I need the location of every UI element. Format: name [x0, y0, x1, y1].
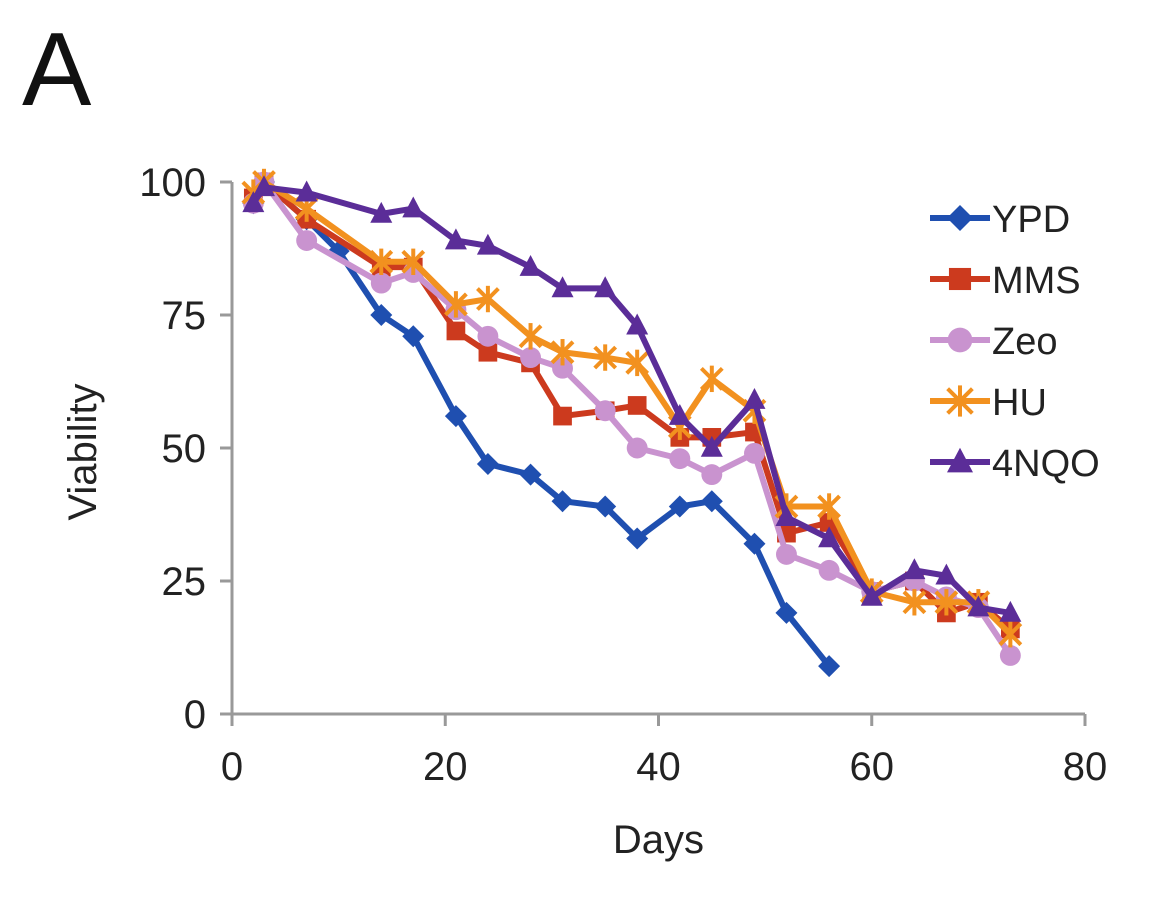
data-point-hu: [444, 291, 468, 318]
data-point-hu: [476, 285, 500, 313]
y-tick-label: 0: [184, 693, 206, 737]
legend-label: MMS: [992, 260, 1081, 302]
legend-label: HU: [992, 382, 1047, 424]
data-point-hu: [593, 344, 618, 371]
data-point-hu: [401, 248, 426, 275]
data-point-zeo: [594, 400, 616, 422]
data-point-ypd: [743, 532, 766, 555]
data-point-ypd: [700, 490, 723, 513]
data-point-4nqo: [551, 276, 574, 298]
data-point-mms: [446, 321, 466, 341]
data-point-4nqo: [295, 180, 318, 202]
data-point-4nqo: [700, 435, 723, 457]
data-point-mms: [627, 396, 647, 415]
data-point-4nqo: [668, 403, 691, 425]
data-point-4nqo: [775, 505, 798, 526]
series-4nqo: [242, 175, 1022, 622]
data-point-4nqo: [370, 201, 393, 223]
data-point-hu: [369, 248, 394, 275]
data-point-zeo: [520, 347, 541, 369]
x-tick-label: 60: [850, 745, 895, 789]
data-point-zeo: [744, 442, 765, 464]
data-point-zeo: [552, 357, 573, 379]
legend-label: 4NQO: [992, 443, 1100, 485]
data-point-ypd: [519, 463, 542, 486]
data-point-zeo: [370, 272, 392, 294]
data-point-zeo: [296, 230, 318, 251]
data-point-4nqo: [967, 595, 990, 617]
x-axis-title: Days: [613, 818, 704, 862]
x-tick-label: 20: [423, 745, 468, 789]
legend-marker: [947, 447, 973, 473]
data-point-zeo: [701, 464, 723, 486]
data-point-mms: [553, 406, 572, 426]
data-point-zeo: [818, 559, 840, 581]
legend-marker: [948, 267, 972, 291]
y-tick-label: 100: [139, 161, 206, 205]
data-point-4nqo: [242, 191, 265, 213]
data-point-zeo: [999, 645, 1021, 666]
data-point-4nqo: [626, 313, 649, 335]
data-point-hu: [699, 365, 724, 393]
data-point-4nqo: [935, 563, 958, 585]
data-point-ypd: [668, 495, 691, 518]
data-point-hu: [817, 493, 841, 520]
data-point-ypd: [444, 405, 467, 428]
data-point-ypd: [818, 655, 841, 678]
series-hu: [241, 168, 1023, 648]
y-tick-label: 25: [162, 560, 207, 604]
legend-item-ypd: YPD: [930, 199, 1070, 241]
data-point-hu: [518, 323, 543, 350]
legend-marker: [946, 385, 974, 417]
panel-label: A: [22, 12, 92, 128]
y-axis-title: Viability: [61, 383, 105, 520]
data-point-zeo: [776, 543, 797, 565]
legend-item-4nqo: 4NQO: [930, 443, 1100, 485]
data-point-4nqo: [743, 388, 766, 409]
data-point-4nqo: [999, 600, 1022, 622]
data-point-4nqo: [818, 526, 841, 548]
data-point-hu: [550, 339, 575, 366]
data-point-4nqo: [252, 175, 275, 197]
data-point-hu: [934, 589, 959, 616]
legend-label: Zeo: [992, 321, 1057, 363]
data-point-4nqo: [860, 584, 883, 606]
data-point-4nqo: [519, 255, 542, 276]
data-point-hu: [998, 621, 1023, 648]
data-point-mms: [478, 342, 498, 362]
x-tick-label: 40: [636, 745, 681, 789]
data-point-4nqo: [444, 228, 467, 250]
legend-item-hu: HU: [930, 382, 1047, 424]
series-mms: [243, 172, 1020, 639]
data-point-ypd: [402, 325, 425, 348]
data-point-ypd: [476, 452, 499, 475]
data-point-ypd: [775, 601, 798, 624]
data-point-ypd: [551, 490, 574, 513]
data-point-4nqo: [594, 276, 617, 298]
legend-item-mms: MMS: [930, 260, 1081, 302]
data-point-hu: [902, 589, 927, 616]
legend: YPD MMS Zeo HU 4NQO: [930, 199, 1100, 485]
legend-marker: [947, 327, 973, 353]
data-point-ypd: [594, 495, 617, 518]
data-point-4nqo: [903, 558, 926, 580]
y-tick-label: 75: [162, 294, 207, 338]
series-layer: [241, 168, 1023, 678]
data-point-ypd: [626, 527, 649, 550]
data-point-ypd: [370, 304, 393, 326]
legend-item-zeo: Zeo: [930, 321, 1057, 363]
legend-label: YPD: [992, 199, 1070, 241]
legend-marker: [947, 205, 973, 231]
data-point-4nqo: [402, 196, 425, 218]
data-point-zeo: [669, 448, 691, 470]
data-point-hu: [625, 349, 650, 377]
y-tick-label: 50: [162, 427, 207, 471]
x-tick-label: 80: [1063, 745, 1108, 789]
data-point-4nqo: [476, 233, 499, 255]
axes: 0 25 50 75 100 0 20 40 60 80 Days Viability: [61, 161, 1107, 862]
x-tick-label: 0: [221, 745, 243, 789]
data-point-zeo: [477, 325, 499, 347]
data-point-zeo: [626, 437, 648, 459]
